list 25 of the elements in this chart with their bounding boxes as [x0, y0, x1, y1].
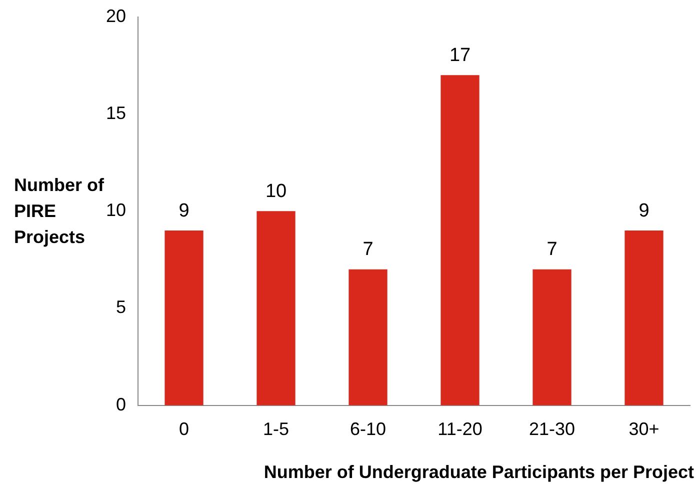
y-tick-label: 5	[116, 297, 126, 318]
bar	[348, 269, 388, 406]
data-label: 9	[178, 200, 190, 222]
bar	[624, 230, 664, 406]
y-tick-label: 20	[106, 6, 126, 26]
data-label: 9	[638, 200, 650, 222]
x-tick-label: 1-5	[263, 419, 290, 440]
bar	[532, 269, 572, 406]
data-label: 17	[449, 44, 471, 66]
y-axis-title: Number of PIRE Projects	[14, 174, 104, 249]
x-tick-label: 30+	[628, 419, 660, 440]
x-tick-label: 0	[179, 419, 190, 440]
bar	[164, 230, 204, 406]
bar	[440, 75, 480, 406]
x-tick-label: 21-30	[528, 419, 576, 440]
x-tick-label: 11-20	[438, 419, 482, 440]
y-tick-label: 10	[106, 200, 126, 220]
y-tick-label: 0	[116, 394, 126, 414]
data-label: 10	[265, 180, 287, 202]
data-label: 7	[546, 239, 558, 260]
data-label: 7	[362, 239, 374, 260]
y-tick-label: 15	[106, 102, 126, 123]
x-tick-label: 6-10	[350, 419, 386, 440]
bar	[256, 211, 296, 406]
x-axis-title: Number of Undergraduate Participants per Project	[264, 462, 694, 483]
